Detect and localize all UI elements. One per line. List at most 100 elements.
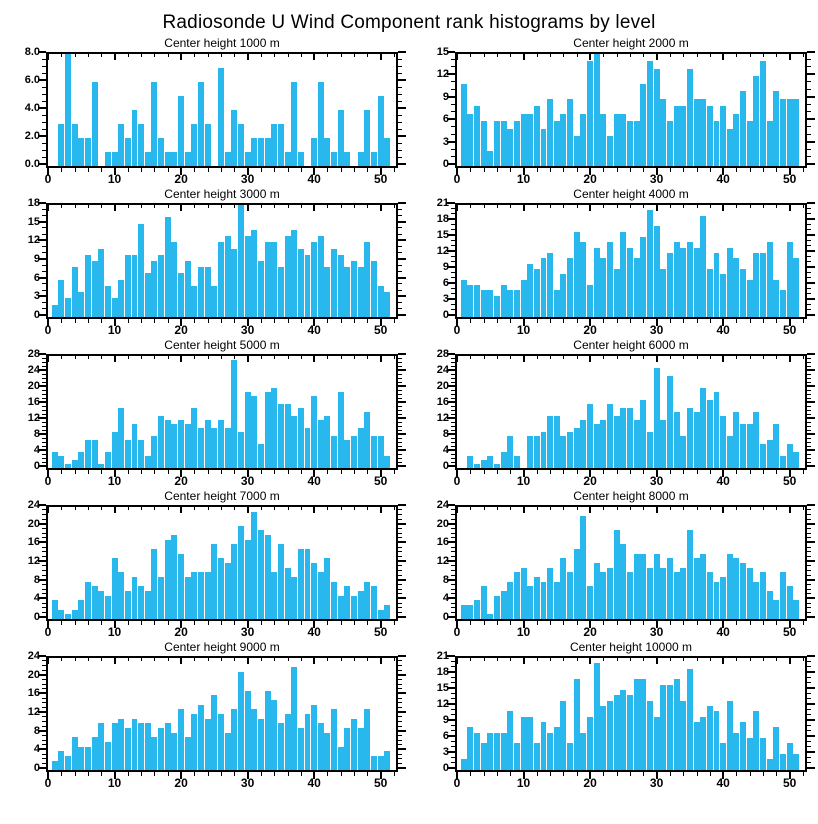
x-major-tick-bottom [655, 772, 658, 779]
x-minor-tick-top [749, 356, 751, 359]
x-major-tick-bottom [180, 772, 183, 779]
x-tick-label: 0 [453, 323, 461, 337]
x-minor-tick-bottom [550, 621, 552, 625]
x-minor-tick-bottom [576, 621, 578, 625]
x-minor-tick-top [736, 54, 738, 57]
y-minor-tick-right [807, 724, 811, 726]
y-minor-tick-left [451, 389, 455, 391]
x-minor-tick-top [496, 54, 498, 57]
x-minor-tick-top [763, 54, 765, 57]
x-minor-tick-top [630, 356, 631, 359]
y-minor-tick-left [42, 688, 46, 690]
bar [377, 96, 384, 166]
bar [144, 456, 151, 468]
bar [264, 690, 271, 770]
x-minor-tick-top [394, 507, 395, 510]
x-minor-tick-top [327, 54, 329, 57]
x-minor-tick-bottom [101, 621, 103, 625]
x-major-tick-bottom [113, 470, 116, 477]
y-major-tick-left [447, 433, 455, 435]
x-minor-tick-bottom [510, 470, 512, 474]
y-major-tick-left [447, 417, 455, 419]
y-major-tick-right [398, 401, 406, 403]
x-minor-tick-bottom [101, 772, 103, 776]
bar [600, 706, 607, 770]
x-minor-tick-bottom [763, 470, 765, 474]
x-minor-tick-bottom [394, 319, 395, 323]
y-minor-tick-left [42, 233, 46, 235]
bar [567, 258, 574, 317]
bar [613, 269, 620, 317]
y-major-tick-right [807, 282, 815, 284]
x-major-tick-bottom [246, 168, 249, 175]
bar [520, 113, 527, 166]
bar [473, 732, 480, 770]
bar [151, 737, 158, 770]
bar [553, 121, 560, 166]
y-minor-tick-right [807, 698, 811, 700]
bar [124, 728, 131, 770]
y-minor-tick-left [451, 239, 455, 241]
x-minor-tick-top [300, 658, 302, 661]
x-minor-tick-top [154, 658, 156, 661]
y-minor-tick-left [451, 103, 455, 105]
y-tick-label: 6 [33, 271, 40, 284]
y-minor-tick-right [807, 223, 811, 225]
x-minor-tick-bottom [669, 168, 671, 172]
x-tick-label: 30 [649, 625, 664, 639]
bar [780, 754, 787, 770]
bar [371, 756, 378, 770]
bar [218, 714, 224, 770]
y-major-tick-left [38, 353, 46, 355]
x-minor-tick-bottom [563, 772, 565, 776]
x-major-tick-top [456, 356, 458, 362]
bar [317, 723, 324, 770]
y-tick-label: 0 [442, 158, 449, 170]
bar [473, 285, 480, 317]
x-major-tick-top [180, 205, 183, 211]
x-minor-tick-bottom [736, 470, 738, 474]
x-minor-tick-bottom [603, 772, 605, 776]
bar [331, 436, 338, 468]
y-minor-tick-right [807, 66, 811, 68]
bar [251, 511, 258, 619]
x-minor-tick-top [616, 54, 618, 57]
y-major-tick-right [398, 79, 406, 81]
bar [733, 258, 740, 317]
bar [480, 460, 487, 468]
x-minor-tick-top [696, 658, 698, 661]
bar [660, 420, 667, 468]
y-minor-tick-left [42, 377, 46, 379]
x-minor-tick-bottom [736, 621, 738, 625]
y-minor-tick-right [398, 555, 402, 557]
bar [224, 563, 231, 619]
y-tick-label: 8 [33, 428, 40, 440]
x-minor-tick-top [327, 507, 329, 510]
y-major-tick-left [38, 673, 46, 676]
x-minor-tick-bottom [749, 168, 751, 172]
x-minor-tick-bottom [696, 772, 698, 776]
bar [184, 424, 191, 468]
y-minor-tick-right [398, 664, 402, 666]
x-tick-label: 30 [649, 776, 664, 790]
bar [111, 152, 118, 166]
y-minor-tick-right [398, 697, 402, 699]
subplot-9: Center height 9000 m 0 4 8 12 16 20 24 0 10 20 30 40… [0, 638, 409, 790]
x-minor-tick-top [154, 507, 156, 510]
bar [540, 432, 547, 468]
bar [487, 151, 494, 166]
bar [171, 424, 178, 468]
y-minor-tick-left [42, 121, 46, 123]
y-major-tick-right [398, 258, 406, 260]
bar [720, 106, 727, 166]
bar [211, 695, 218, 770]
y-minor-tick-right [398, 114, 402, 116]
x-major-tick-bottom [655, 168, 658, 175]
x-minor-tick-bottom [776, 470, 778, 474]
y-minor-tick-right [398, 283, 402, 285]
bar [633, 121, 640, 166]
x-major-tick-bottom [788, 319, 791, 326]
y-minor-tick-left [451, 441, 455, 443]
y-minor-tick-left [42, 289, 46, 291]
bar [673, 242, 680, 317]
